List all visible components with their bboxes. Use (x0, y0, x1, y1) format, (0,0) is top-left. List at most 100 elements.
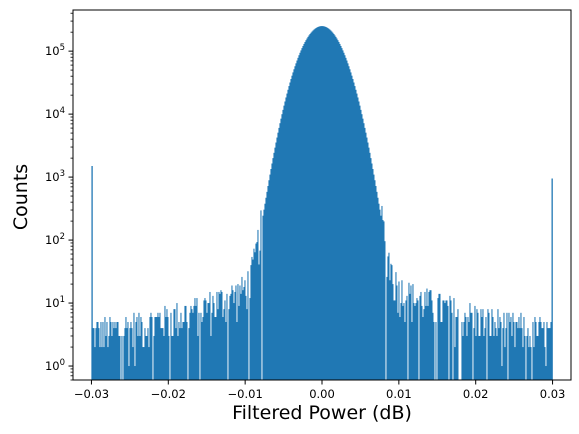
histogram-bar (430, 290, 432, 380)
x-tick-label: 0.00 (309, 387, 335, 401)
histogram-bar (253, 248, 255, 380)
histogram-bar (383, 221, 385, 380)
histogram-bar (125, 317, 127, 380)
histogram-bar (468, 322, 470, 380)
histogram-bar (357, 97, 359, 380)
histogram-bar (185, 305, 187, 380)
histogram-bar (119, 335, 121, 380)
histogram-bar (517, 328, 519, 380)
histogram-bar (521, 328, 523, 380)
histogram-bar (550, 322, 552, 380)
histogram-bar (417, 300, 419, 380)
histogram-bar (530, 347, 532, 380)
histogram-bar (268, 180, 270, 380)
histogram-bar (369, 152, 371, 380)
histogram-bar (500, 322, 502, 380)
histogram-bar (429, 290, 431, 380)
histogram-bar (341, 48, 343, 381)
histogram-bar (124, 328, 126, 380)
histogram-bar (210, 335, 212, 380)
y-tick-label: 100 (45, 358, 65, 373)
histogram-bar (408, 282, 410, 380)
histogram-bar (313, 29, 315, 380)
histogram-bar (320, 26, 322, 380)
histogram-bar (207, 303, 209, 380)
histogram-bar (135, 322, 137, 380)
histogram-bar (229, 295, 231, 380)
histogram-bar (138, 312, 140, 380)
histogram-bar (107, 347, 109, 380)
histogram-bar (95, 328, 97, 380)
histogram-bar (428, 291, 430, 380)
x-axis-ticks: −0.03 −0.02 −0.01 0.00 0.01 0.02 0.03 (74, 380, 565, 401)
histogram-bar (269, 174, 271, 380)
histogram-bar (164, 305, 166, 380)
histogram-bar (288, 86, 290, 380)
histogram-bar (377, 197, 379, 380)
histogram-bar (447, 305, 449, 380)
histogram-bar (130, 322, 132, 380)
histogram-bar (440, 322, 442, 380)
histogram-bar (398, 281, 400, 380)
histogram-bar (281, 114, 283, 380)
histogram-bar (508, 312, 510, 380)
histogram-bar (297, 57, 299, 380)
histogram-bar (236, 322, 238, 380)
histogram-bar (366, 137, 368, 380)
histogram-bar (105, 335, 107, 380)
histogram-bar (372, 169, 374, 380)
histogram-bar (328, 28, 330, 381)
histogram-bar (441, 322, 443, 380)
histogram-bar (223, 309, 225, 380)
histogram-bar (102, 322, 104, 380)
histogram-bar (214, 317, 216, 380)
histogram-bar (323, 26, 325, 381)
histogram-bar (303, 43, 305, 380)
histogram-bar (282, 109, 284, 381)
histogram-bar (470, 312, 472, 380)
histogram-bar (427, 305, 429, 380)
histogram-bar (118, 335, 120, 380)
histogram-bar (423, 309, 425, 380)
histogram-bar (324, 26, 326, 380)
histogram-bar (450, 300, 452, 380)
histogram-bar (123, 335, 125, 380)
histogram-bar (431, 300, 433, 380)
histogram-bar (230, 293, 232, 380)
histogram-bar (292, 72, 294, 381)
histogram-bar (202, 317, 204, 380)
histogram-bar (108, 335, 110, 380)
histogram-bar (496, 335, 498, 380)
histogram-bar (493, 335, 495, 380)
histogram-bar (537, 335, 539, 380)
histogram-bar (244, 280, 246, 380)
histogram-bar (176, 303, 178, 380)
histogram-bar (140, 317, 142, 380)
x-tick-label: −0.02 (151, 387, 186, 401)
histogram-bar (221, 291, 223, 380)
histogram-bar (548, 328, 550, 380)
histogram-bar (238, 305, 240, 380)
histogram-bar (384, 241, 386, 380)
histogram-bar (488, 312, 490, 380)
histogram-bar (365, 132, 367, 380)
histogram-bar (166, 309, 168, 380)
histogram-bar (155, 317, 157, 380)
histogram-bar (391, 265, 393, 380)
histogram-bar (245, 295, 247, 380)
histogram-bar (117, 322, 119, 380)
histogram-bar (363, 123, 365, 380)
histogram-bar (335, 36, 337, 380)
histogram-bar (461, 322, 463, 380)
histogram-bar (359, 105, 361, 381)
histogram-bar (251, 256, 253, 380)
histogram-bar (307, 36, 309, 380)
histogram-bar (168, 335, 170, 380)
histogram-bar (337, 40, 339, 380)
histogram-bar (350, 72, 352, 381)
histogram-bar (327, 28, 329, 381)
histogram-bar (495, 328, 497, 380)
histogram-bar (378, 203, 380, 380)
histogram-bar (314, 28, 316, 381)
histogram-bar (512, 312, 514, 380)
